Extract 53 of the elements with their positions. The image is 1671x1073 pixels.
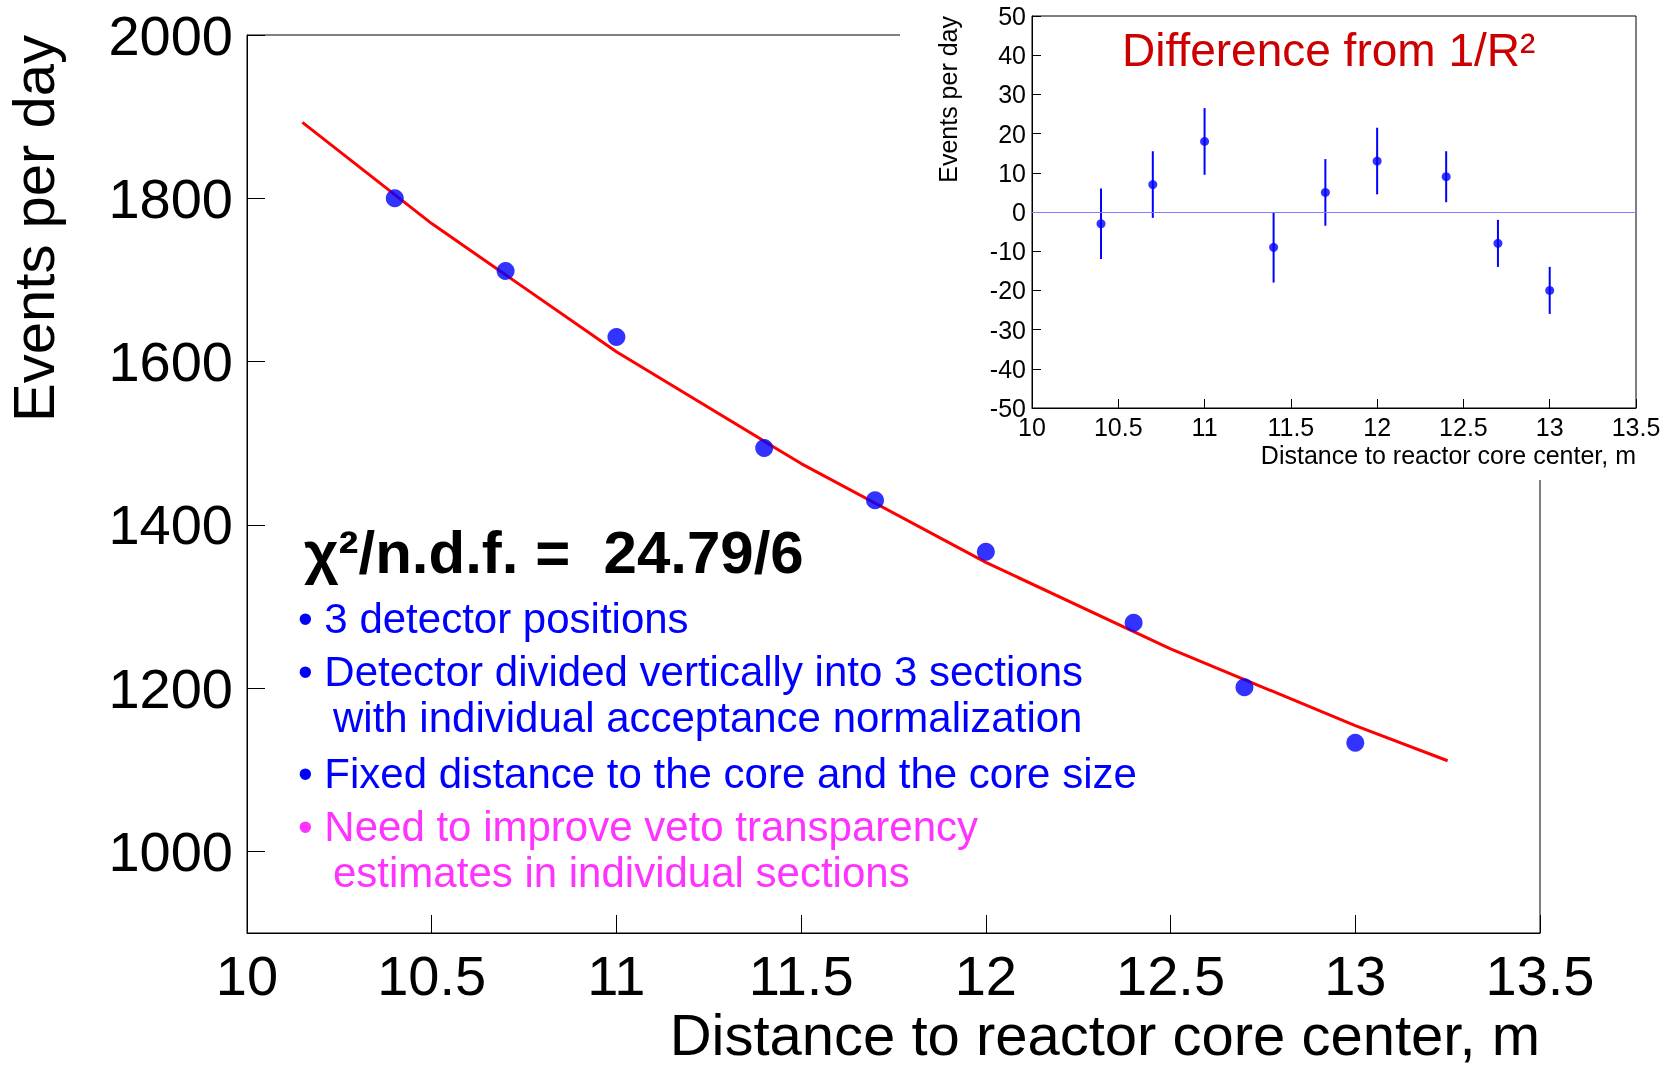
- annotation: • Need to improve veto transparency estimates in individual sections: [298, 802, 979, 896]
- y-tick-label: 1600: [108, 330, 233, 394]
- y-tick-label: -10: [989, 237, 1026, 266]
- point: [866, 491, 885, 510]
- y-axis-title: Events per day: [0, 35, 66, 422]
- annotation: • Detector divided vertically into 3 sections with individual acceptance normalization: [298, 647, 1084, 741]
- point: [385, 189, 404, 208]
- chart-title: Difference from 1/R²: [1122, 24, 1536, 76]
- point: [1493, 238, 1503, 248]
- y-tick-label: 2000: [108, 3, 233, 67]
- point: [1148, 180, 1158, 190]
- x-tick-label: 11: [587, 943, 646, 1007]
- point: [1235, 678, 1254, 697]
- point: [976, 542, 995, 561]
- point: [1346, 733, 1365, 752]
- y-axis-title: Events per day: [933, 15, 962, 183]
- annotation: χ²/n.d.f. = 24.79/6: [304, 518, 804, 586]
- y-tick-label: -40: [989, 354, 1026, 383]
- y-tick-label: 1400: [108, 493, 233, 557]
- x-tick-label: 13: [1535, 412, 1564, 441]
- x-tick-label: 10: [215, 943, 279, 1007]
- point: [1545, 285, 1555, 295]
- y-tick-label: 1800: [108, 166, 233, 230]
- x-tick-label: 10.5: [377, 943, 487, 1007]
- point: [607, 328, 626, 347]
- y-tick-label: 0: [1012, 198, 1026, 226]
- y-tick-label: 30: [998, 80, 1026, 109]
- x-tick-label: 13.5: [1611, 412, 1661, 441]
- x-tick-label: 12.5: [1439, 412, 1488, 441]
- y-tick-label: -20: [989, 276, 1026, 305]
- annotation: • Fixed distance to the core and the core size: [298, 749, 1137, 797]
- y-tick-label: 50: [998, 2, 1026, 30]
- point: [1096, 219, 1106, 229]
- point: [1320, 187, 1330, 197]
- point: [1124, 613, 1143, 632]
- y-tick-label: 40: [998, 41, 1026, 70]
- y-tick-label: 1200: [108, 656, 233, 720]
- annotation: • 3 detector positions: [298, 594, 689, 642]
- y-tick-label: 10: [998, 158, 1026, 187]
- point: [1441, 172, 1451, 182]
- point: [1269, 242, 1279, 252]
- x-tick-label: 12: [1363, 412, 1392, 441]
- x-axis-title: Distance to reactor core center, m: [1260, 440, 1636, 469]
- x-tick-label: 11: [1191, 412, 1218, 441]
- point: [755, 439, 774, 458]
- y-tick-label: 20: [998, 119, 1026, 148]
- point: [496, 261, 515, 280]
- x-tick-label: 10.5: [1093, 412, 1143, 441]
- x-tick-label: 11.5: [1267, 412, 1315, 441]
- y-tick-label: 1000: [108, 819, 233, 883]
- point: [1200, 136, 1210, 146]
- y-tick-label: -30: [989, 315, 1026, 344]
- point: [1372, 156, 1382, 166]
